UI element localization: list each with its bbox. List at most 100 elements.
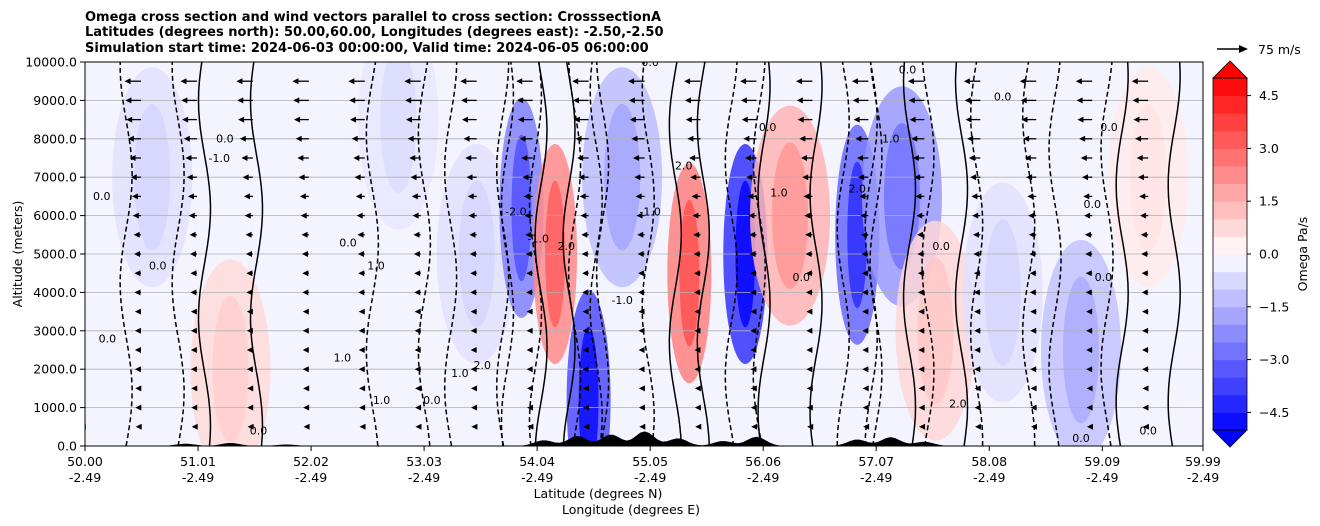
wind-vector-head xyxy=(303,404,310,411)
wind-vector-head xyxy=(908,97,915,104)
contour-line xyxy=(1100,62,1114,446)
wind-vector-head xyxy=(1029,270,1036,277)
wind-vector-head xyxy=(635,193,642,200)
wind-vector-head xyxy=(1030,366,1037,373)
wind-vector-head xyxy=(1020,97,1027,104)
contour-line xyxy=(528,62,543,446)
wind-vector-head xyxy=(634,174,641,181)
colorbar-band xyxy=(1213,236,1247,255)
contour-label: -1.0 xyxy=(611,294,632,307)
wind-vector-head xyxy=(694,385,701,392)
contour-label: 0.0 xyxy=(932,240,950,253)
wind-vector-head xyxy=(241,155,248,161)
wind-vector-head xyxy=(244,212,251,219)
wind-vector-head xyxy=(1079,135,1086,142)
wind-vector-head xyxy=(973,251,980,257)
wind-vector-head xyxy=(694,404,701,411)
wind-vector-head xyxy=(526,270,533,277)
wind-vector-head xyxy=(858,174,865,181)
wind-vector-head xyxy=(526,308,533,315)
wind-vector-head xyxy=(191,385,198,392)
x-tick-label-lon: -2.49 xyxy=(634,470,666,485)
x-tick-label-lon: -2.49 xyxy=(1086,470,1118,485)
wind-vector-head xyxy=(629,116,636,123)
wind-vector-head xyxy=(471,423,478,430)
wind-key-arrow-head xyxy=(1239,45,1248,53)
wind-vector-head xyxy=(1084,212,1091,219)
contour-line xyxy=(562,62,576,446)
wind-vector-head xyxy=(1029,289,1036,296)
wind-vector-head xyxy=(1137,174,1144,181)
wind-vector-head xyxy=(413,231,420,238)
colorbar-band xyxy=(1213,394,1247,413)
x-tick-label-lon: -2.49 xyxy=(860,470,892,485)
wind-vector-head xyxy=(636,212,643,219)
wind-vector-head xyxy=(245,251,252,257)
wind-vector-head xyxy=(1086,385,1093,392)
x-tick-label-lat: 59.99 xyxy=(1185,454,1221,469)
wind-vector-head xyxy=(127,135,134,142)
wind-vector-head xyxy=(1030,308,1037,315)
colorbar-label: Omega Pa/s xyxy=(1295,217,1310,292)
y-tick-label: 0.0 xyxy=(57,439,77,454)
chart-title-line-3: Simulation start time: 2024-06-03 00:00:… xyxy=(85,41,649,56)
wind-vector-head xyxy=(358,366,365,373)
colorbar-band xyxy=(1213,130,1247,149)
wind-vector-head xyxy=(638,347,645,353)
wind-vector-head xyxy=(638,366,645,373)
wind-vector-head xyxy=(1024,155,1031,161)
wind-vector-head xyxy=(974,347,981,353)
contour-label: -2.0 xyxy=(505,206,526,219)
wind-vector-head xyxy=(859,193,866,200)
contour-line xyxy=(954,62,969,446)
wind-vector-head xyxy=(191,404,198,411)
colorbar-tick-label: 0.0 xyxy=(1259,247,1279,262)
x-tick-label-lat: 56.06 xyxy=(745,454,781,469)
contour-line xyxy=(869,62,883,446)
wind-vector-head xyxy=(471,404,478,411)
x-tick-label-lat: 50.00 xyxy=(67,454,103,469)
wind-vector-head xyxy=(517,116,524,123)
wind-vector-head xyxy=(695,423,702,430)
wind-vector-head xyxy=(358,327,365,334)
wind-vector-head xyxy=(188,212,195,219)
colorbar-band xyxy=(1213,377,1247,396)
wind-vector-head xyxy=(302,270,309,277)
contour-label: 0.0 xyxy=(1095,271,1113,284)
wind-vector-head xyxy=(972,212,979,219)
wind-vector-head xyxy=(302,347,309,353)
wind-vector-head xyxy=(974,404,981,411)
wind-vector-head xyxy=(749,289,756,296)
wind-vector-head xyxy=(302,308,309,315)
contour-line xyxy=(119,62,133,446)
wind-vector-head xyxy=(414,366,421,373)
wind-vector-head xyxy=(862,404,869,411)
wind-vector-head xyxy=(915,193,922,200)
wind-vector-head xyxy=(303,423,310,430)
colorbar-band xyxy=(1213,218,1247,237)
wind-vector-head xyxy=(135,423,142,430)
wind-vector-head xyxy=(582,289,589,296)
wind-vector-head xyxy=(467,193,474,200)
wind-vector-head xyxy=(351,135,358,142)
wind-vector-head xyxy=(974,327,981,334)
wind-vector-head xyxy=(134,251,141,257)
wind-vector-head xyxy=(1142,423,1149,430)
wind-vector-head xyxy=(861,231,868,238)
contour-line xyxy=(809,62,823,446)
wind-vector-head xyxy=(301,251,308,257)
wind-vector-head xyxy=(69,78,75,84)
y-tick-label: 2000.0 xyxy=(33,362,77,377)
wind-vector-head xyxy=(247,385,254,392)
wind-vector-head xyxy=(246,270,253,277)
wind-vector-head xyxy=(918,385,925,392)
wind-vector-head xyxy=(917,231,924,238)
x-tick-label-lat: 52.02 xyxy=(293,454,329,469)
wind-vector-head xyxy=(694,327,701,334)
wind-vector-head xyxy=(526,327,533,334)
contour-line xyxy=(197,62,212,446)
wind-vector-head xyxy=(914,174,921,181)
wind-vector-head xyxy=(751,423,758,430)
contour-label: 0.0 xyxy=(339,236,357,249)
colorbar-band xyxy=(1213,183,1247,202)
